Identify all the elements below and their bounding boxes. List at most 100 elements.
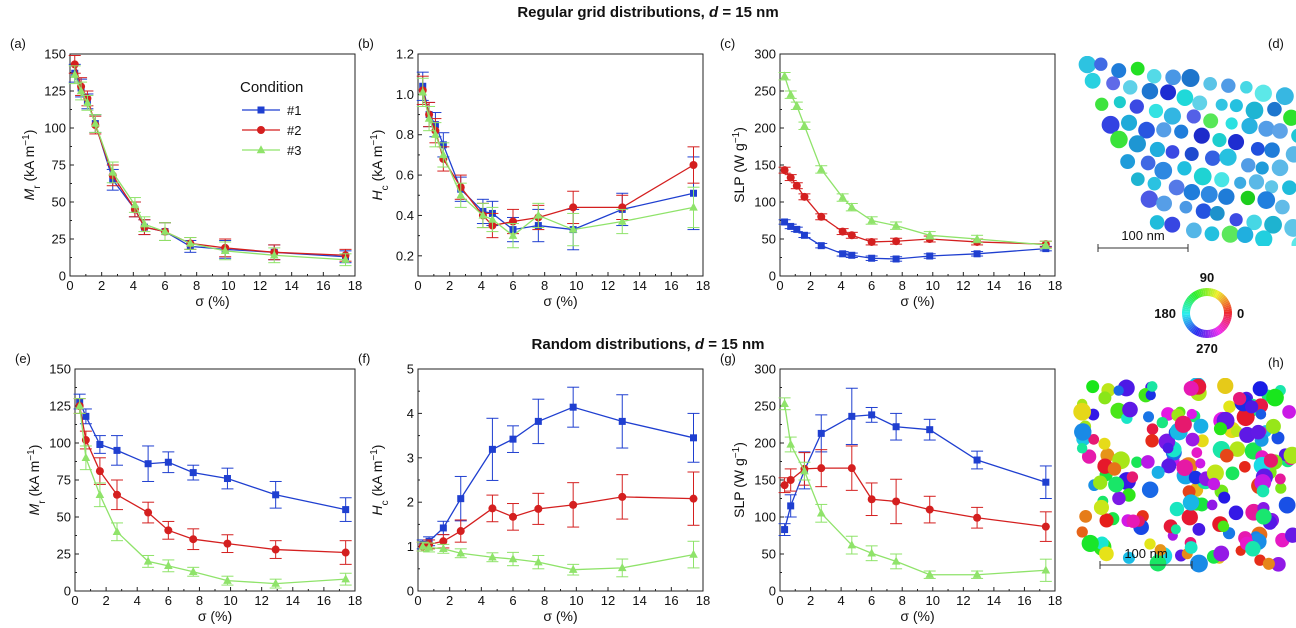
data-point [848,412,856,420]
particle [1245,400,1259,414]
y-tick-label: 100 [754,510,776,525]
particle [1110,130,1128,149]
series-line [784,467,1046,528]
particle [1209,205,1225,221]
particle [1120,154,1136,170]
particle [1154,161,1173,180]
y-tick-label: 0.6 [396,168,414,183]
y-tick-label: 4 [407,406,414,421]
data-point [847,202,857,211]
x-tick-label: 10 [569,593,583,608]
particle [1283,109,1296,126]
series-n3 [416,77,700,249]
particle [1246,214,1262,231]
particle [1076,443,1088,454]
particle [1183,183,1201,201]
particle [1271,431,1285,445]
particle [1160,84,1177,101]
x-tick-label: 12 [254,593,268,608]
data-point [892,237,901,246]
y-tick-label: 300 [754,362,776,377]
series-n2 [73,398,352,565]
wheel-label-top: 90 [1200,270,1214,285]
particle [1084,72,1101,89]
particle [1239,460,1251,473]
x-tick-label: 2 [446,593,453,608]
data-point [220,246,230,255]
particle [1282,405,1296,419]
data-point [509,512,517,521]
x-tick-label: 10 [926,278,940,293]
particle [1275,87,1294,106]
particle [1229,99,1243,113]
particle [1176,89,1194,107]
series-line [422,86,694,231]
particle [1229,441,1246,457]
data-point [867,495,876,504]
y-tick-label: 300 [754,47,776,62]
panel-letter: (d) [1268,36,1284,51]
particle [1274,473,1286,485]
x-tick-label: 14 [284,278,298,293]
x-tick-label: 0 [776,278,783,293]
data-point [838,227,847,236]
particle [1215,98,1228,111]
data-point [113,490,121,499]
data-point [457,495,465,503]
data-point [189,469,197,477]
particle [1156,122,1172,138]
series-line [79,405,346,554]
particle [1140,190,1158,208]
data-point [780,166,789,175]
particle [1130,61,1145,76]
data-point [972,569,982,578]
x-tick-label: 18 [348,278,362,293]
data-point [439,524,447,532]
data-point [534,417,542,425]
data-point [617,216,627,225]
particle [1245,541,1261,557]
x-tick-label: 0 [414,278,421,293]
data-point [424,542,434,551]
data-point [488,445,496,453]
particle [1145,389,1156,401]
y-tick-label: 50 [762,547,776,562]
data-point [160,226,170,235]
particle [1264,180,1279,194]
particle [1130,172,1145,187]
data-point [787,222,795,230]
data-point [973,456,981,464]
x-tick-label: 18 [1048,278,1062,293]
particle [1282,180,1296,195]
particle [1131,456,1143,468]
panel-letter: (g) [720,351,736,366]
x-tick-label: 4 [837,278,844,293]
particle [1182,494,1200,511]
particle [1257,191,1276,209]
x-tick-label: 4 [134,593,141,608]
x-tick-label: 14 [987,278,1001,293]
particle [1107,462,1122,476]
particle [1240,190,1256,206]
data-point [1041,240,1051,249]
particle [1074,423,1092,441]
particle [1212,132,1227,148]
particle [1146,381,1158,392]
particle [1255,161,1269,175]
data-point [816,508,826,517]
data-point [892,497,901,506]
y-tick-label: 25 [57,547,71,562]
particle [1186,222,1202,239]
y-tick-label: 125 [44,84,66,99]
particle [1184,147,1199,162]
data-point [341,254,350,263]
x-tick-label: 4 [837,593,844,608]
data-point [418,541,428,550]
panel-letter: (c) [720,36,735,51]
particle [1113,385,1124,396]
particle [1088,433,1100,445]
x-tick-label: 16 [664,278,678,293]
x-tick-label: 4 [478,278,485,293]
particle [1189,554,1208,573]
